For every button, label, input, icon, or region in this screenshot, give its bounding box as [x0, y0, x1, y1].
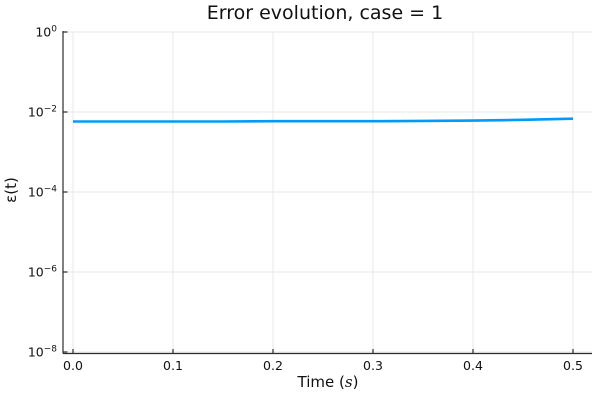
x-tick-label: 0.3	[363, 358, 383, 373]
x-tick-label: 0.4	[463, 358, 483, 373]
chart-title: Error evolution, case = 1	[206, 2, 444, 24]
x-tick-label: 0.5	[563, 358, 583, 373]
y-tick-label: 10−2	[27, 104, 57, 120]
x-axis-label-variable: s	[344, 373, 353, 391]
series-line-error	[73, 117, 574, 123]
x-axis-label-close: )	[352, 373, 359, 391]
x-tick-label: 0.0	[63, 358, 83, 373]
y-tick-label: 100	[35, 24, 57, 40]
y-tick-label: 10−4	[27, 184, 57, 200]
y-tick-label: 10−8	[27, 344, 57, 360]
x-axis-label: Time (s)	[298, 373, 359, 391]
x-tick-label: 0.2	[263, 358, 283, 373]
x-tick-label: 0.1	[163, 358, 183, 373]
y-tick-label: 10−6	[27, 264, 57, 280]
x-axis-label-text: Time (	[297, 373, 345, 391]
